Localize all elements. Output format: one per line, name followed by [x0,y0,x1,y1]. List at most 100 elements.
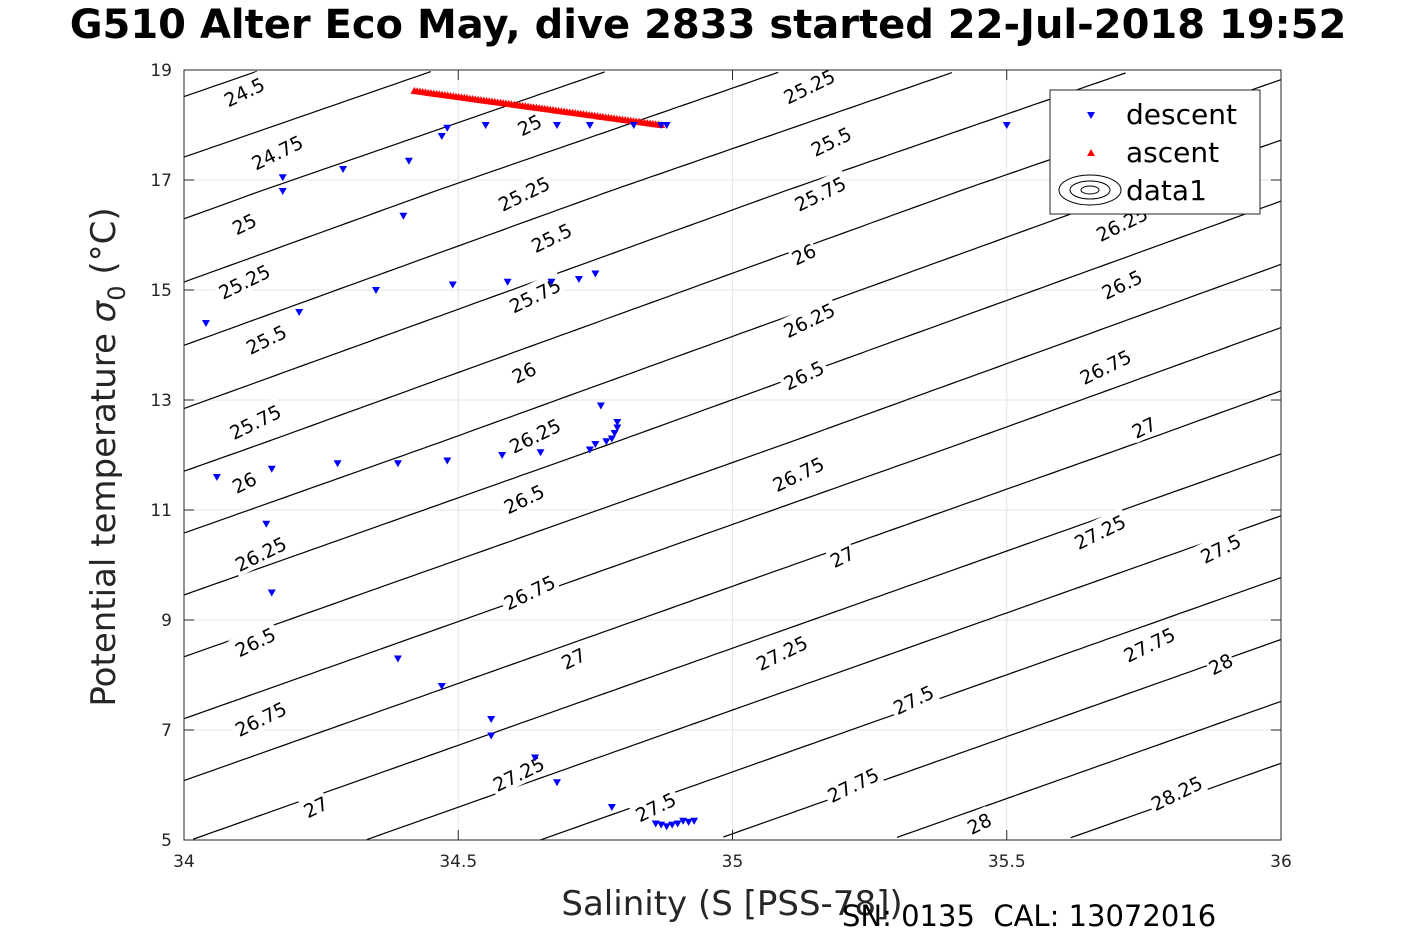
descent-point [613,419,622,426]
contour-label-bg [298,789,333,823]
descent-point [607,435,616,443]
contour-label: 27 [1129,413,1160,443]
descent-point [552,779,561,787]
isopycnal-line [183,390,1282,782]
descent-series [201,122,1011,831]
contour-label-bg [1094,262,1149,305]
contour-label-bg [1203,646,1238,680]
descent-point [393,460,402,468]
legend-descent-label: descent [1126,98,1237,131]
descent-point [591,270,600,278]
isopycnal-line [723,638,1282,838]
descent-point [339,166,348,173]
contour-label: 27 [558,644,589,674]
contour-label-bg [497,567,561,616]
descent-point [399,212,408,220]
descent-point [591,441,600,448]
descent-point [267,465,276,473]
descent-point [610,430,619,437]
descent-point [371,287,380,294]
descent-point [448,281,457,289]
contour-label: 26 [229,468,260,498]
descent-point [662,122,671,129]
y-tick-label: 5 [161,831,172,851]
y-axis-label: Potential temperature σ0 (°C) [84,207,131,706]
x-tick-label: 34.5 [439,852,477,872]
isopycnal-line [183,263,1282,658]
descent-point [613,424,622,432]
isopycnal-line [183,70,258,98]
descent-point [651,820,660,828]
descent-point [585,446,594,454]
descent-point [437,133,446,140]
descent-point [487,716,496,723]
descent-point [602,438,611,446]
contour-label-bg [506,355,541,389]
contour-label: 26 [789,240,820,270]
contour-label-bg [1067,507,1132,555]
contour-label-bg [226,465,261,499]
x-axis-ticks: 34 34.5 35 35.5 36 [173,70,1292,872]
contour-label: 26 [509,358,540,388]
contour-label-bg [524,215,578,259]
isopycnal-line [896,700,1282,838]
descent-point [1002,122,1011,129]
x-tick-label: 34 [173,852,195,872]
chart-title: G510 Alter Eco May, dive 2833 started 22… [69,2,1347,48]
legend-ascent-label: ascent [1126,136,1219,169]
x-tick-label: 35.5 [988,852,1026,872]
contour-label-bg [486,749,550,797]
descent-point [278,174,287,182]
contour-label-bg [212,257,276,305]
descent-point [443,124,452,132]
contour-label: 27 [827,542,858,572]
legend-descent-marker [1087,112,1095,119]
y-tick-label: 9 [161,611,172,631]
descent-point [531,754,540,762]
contour-label-bg [824,539,859,573]
y-tick-label: 15 [150,281,172,301]
contour-label-bg [777,295,841,344]
descent-point [607,804,616,811]
y-tick-label: 17 [150,171,172,191]
descent-point [684,818,693,826]
contour-label-bg [556,641,590,675]
descent-point [574,276,583,283]
legend-contour-icon [1058,174,1122,206]
contour-label-bg [491,169,556,217]
descent-point [295,309,304,316]
contour-label-bg [1117,620,1181,668]
descent-point [552,122,561,129]
descent-point [278,188,287,195]
contour-label-bg [217,69,271,113]
y-axis-label-text: Potential temperature [84,333,124,706]
isopycnal-line [183,327,1282,720]
footer-serial-cal: SN: 0135 CAL: 13072016 [842,899,1217,933]
y-tick-label: 19 [150,61,172,81]
contour-label-bg [512,107,547,141]
x-tick-label: 35 [722,852,744,872]
descent-point [657,122,666,129]
x-tick-label: 36 [1270,852,1292,872]
descent-point [498,452,507,459]
descent-point [690,817,699,825]
descent-point [201,320,210,327]
contour-label-bg [1193,526,1248,569]
contour-label-bg [788,169,852,217]
descent-point [629,122,638,129]
descent-point [212,474,221,481]
isopycnal-line [183,71,431,158]
contour-label-bg [886,677,940,721]
contour-label: 25 [514,111,545,141]
contour-label-bg [961,806,996,840]
y-axis-ticks: 5 7 9 11 13 15 17 19 [150,61,1281,851]
contour-label-bg [496,476,551,520]
contour-label: 28 [964,809,995,839]
isopycnal-line [183,71,605,220]
isopycnal-line [183,71,779,283]
contour-label-bg [1073,342,1137,390]
contour-label-bg [628,784,683,828]
descent-point [393,655,402,663]
isopycnal-line [183,200,1282,596]
